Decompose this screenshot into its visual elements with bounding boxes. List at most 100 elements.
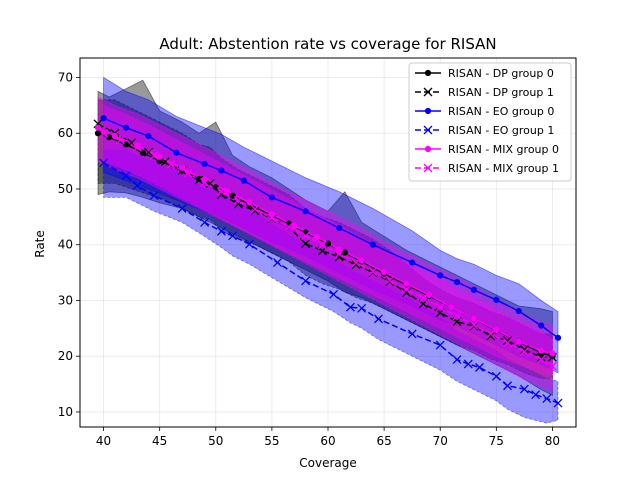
data-point bbox=[469, 320, 479, 330]
data-point bbox=[183, 168, 193, 178]
data-point bbox=[493, 296, 500, 304]
data-point bbox=[402, 284, 412, 294]
data-point bbox=[194, 175, 204, 185]
data-point bbox=[336, 224, 343, 232]
data-point bbox=[156, 153, 163, 160]
x-tick-label: 55 bbox=[264, 434, 279, 448]
data-point bbox=[452, 311, 462, 321]
series-markers bbox=[93, 115, 563, 408]
data-point bbox=[228, 231, 238, 241]
data-point bbox=[132, 181, 142, 191]
data-point bbox=[302, 208, 309, 215]
data-point bbox=[268, 210, 275, 218]
legend-entry-label: RISAN - EO group 1 bbox=[448, 124, 554, 137]
data-point bbox=[324, 240, 332, 247]
data-point bbox=[538, 347, 545, 354]
data-point bbox=[402, 288, 412, 298]
data-point bbox=[407, 329, 417, 339]
data-point bbox=[132, 142, 142, 152]
y-tick-label: 40 bbox=[58, 238, 73, 252]
legend-entry-label: RISAN - DP group 1 bbox=[448, 86, 554, 99]
data-point bbox=[268, 194, 275, 201]
data-point bbox=[240, 177, 247, 184]
data-point bbox=[385, 277, 395, 286]
data-point bbox=[173, 149, 180, 156]
data-point bbox=[301, 231, 311, 241]
data-point bbox=[201, 160, 208, 168]
x-tick-label: 80 bbox=[545, 434, 560, 448]
data-point bbox=[369, 241, 376, 248]
data-point bbox=[515, 307, 522, 315]
x-tick-label: 60 bbox=[320, 434, 335, 448]
data-point bbox=[94, 130, 102, 137]
data-point bbox=[233, 195, 243, 205]
data-point bbox=[470, 286, 477, 293]
legend-marker bbox=[424, 107, 432, 115]
legend-entry-label: RISAN - DP group 0 bbox=[448, 67, 554, 80]
data-point bbox=[143, 147, 153, 157]
data-point bbox=[463, 359, 473, 369]
x-tick-label: 75 bbox=[489, 434, 504, 448]
data-point bbox=[542, 394, 552, 404]
data-point bbox=[491, 371, 501, 381]
legend-marker bbox=[423, 125, 433, 135]
y-tick-label: 20 bbox=[58, 349, 73, 363]
data-point bbox=[166, 160, 176, 169]
x-tick-label: 50 bbox=[208, 434, 223, 448]
data-point bbox=[100, 115, 107, 122]
data-point bbox=[301, 239, 311, 249]
data-point bbox=[291, 222, 298, 229]
data-point bbox=[200, 177, 210, 187]
data-point bbox=[519, 384, 529, 394]
data-point bbox=[503, 338, 513, 348]
data-point bbox=[216, 186, 226, 196]
data-point bbox=[317, 240, 327, 250]
data-point bbox=[437, 272, 444, 279]
data-point bbox=[139, 149, 146, 156]
data-point bbox=[409, 259, 416, 266]
data-point bbox=[374, 314, 383, 324]
data-point bbox=[435, 340, 445, 350]
data-point bbox=[381, 268, 388, 276]
data-point bbox=[549, 350, 556, 357]
data-point bbox=[200, 217, 210, 227]
data-point bbox=[336, 246, 343, 253]
legend-entry-label: RISAN - MIX group 0 bbox=[448, 143, 559, 156]
data-point bbox=[536, 352, 546, 362]
data-point bbox=[284, 222, 294, 232]
data-point bbox=[475, 362, 484, 372]
data-point bbox=[531, 390, 541, 400]
data-point bbox=[229, 192, 236, 199]
x-tick-label: 45 bbox=[152, 434, 167, 448]
data-point bbox=[470, 315, 477, 322]
chart-title: Adult: Abstention rate vs coverage for R… bbox=[159, 35, 496, 53]
data-point bbox=[99, 158, 109, 168]
data-point bbox=[448, 304, 455, 311]
confidence-band bbox=[103, 104, 553, 394]
y-tick-label: 70 bbox=[58, 71, 73, 85]
data-point bbox=[351, 260, 361, 270]
data-point bbox=[453, 278, 461, 286]
data-point bbox=[368, 268, 378, 278]
data-point bbox=[538, 322, 545, 329]
y-tick-label: 50 bbox=[58, 182, 73, 196]
data-point bbox=[452, 355, 462, 365]
data-point bbox=[334, 252, 344, 262]
data-point bbox=[486, 331, 496, 341]
data-point bbox=[519, 347, 529, 357]
data-point bbox=[329, 289, 339, 299]
x-tick-label: 40 bbox=[96, 434, 111, 448]
y-axis-label: Rate bbox=[33, 230, 47, 258]
data-point bbox=[145, 132, 152, 140]
data-point bbox=[273, 258, 282, 268]
data-point bbox=[351, 258, 361, 268]
data-point bbox=[536, 355, 546, 365]
data-point bbox=[503, 381, 513, 391]
data-point bbox=[515, 338, 522, 345]
data-point bbox=[115, 135, 125, 145]
data-point bbox=[313, 233, 320, 241]
data-point bbox=[334, 249, 344, 259]
data-point bbox=[94, 124, 102, 131]
data-point bbox=[553, 398, 563, 408]
